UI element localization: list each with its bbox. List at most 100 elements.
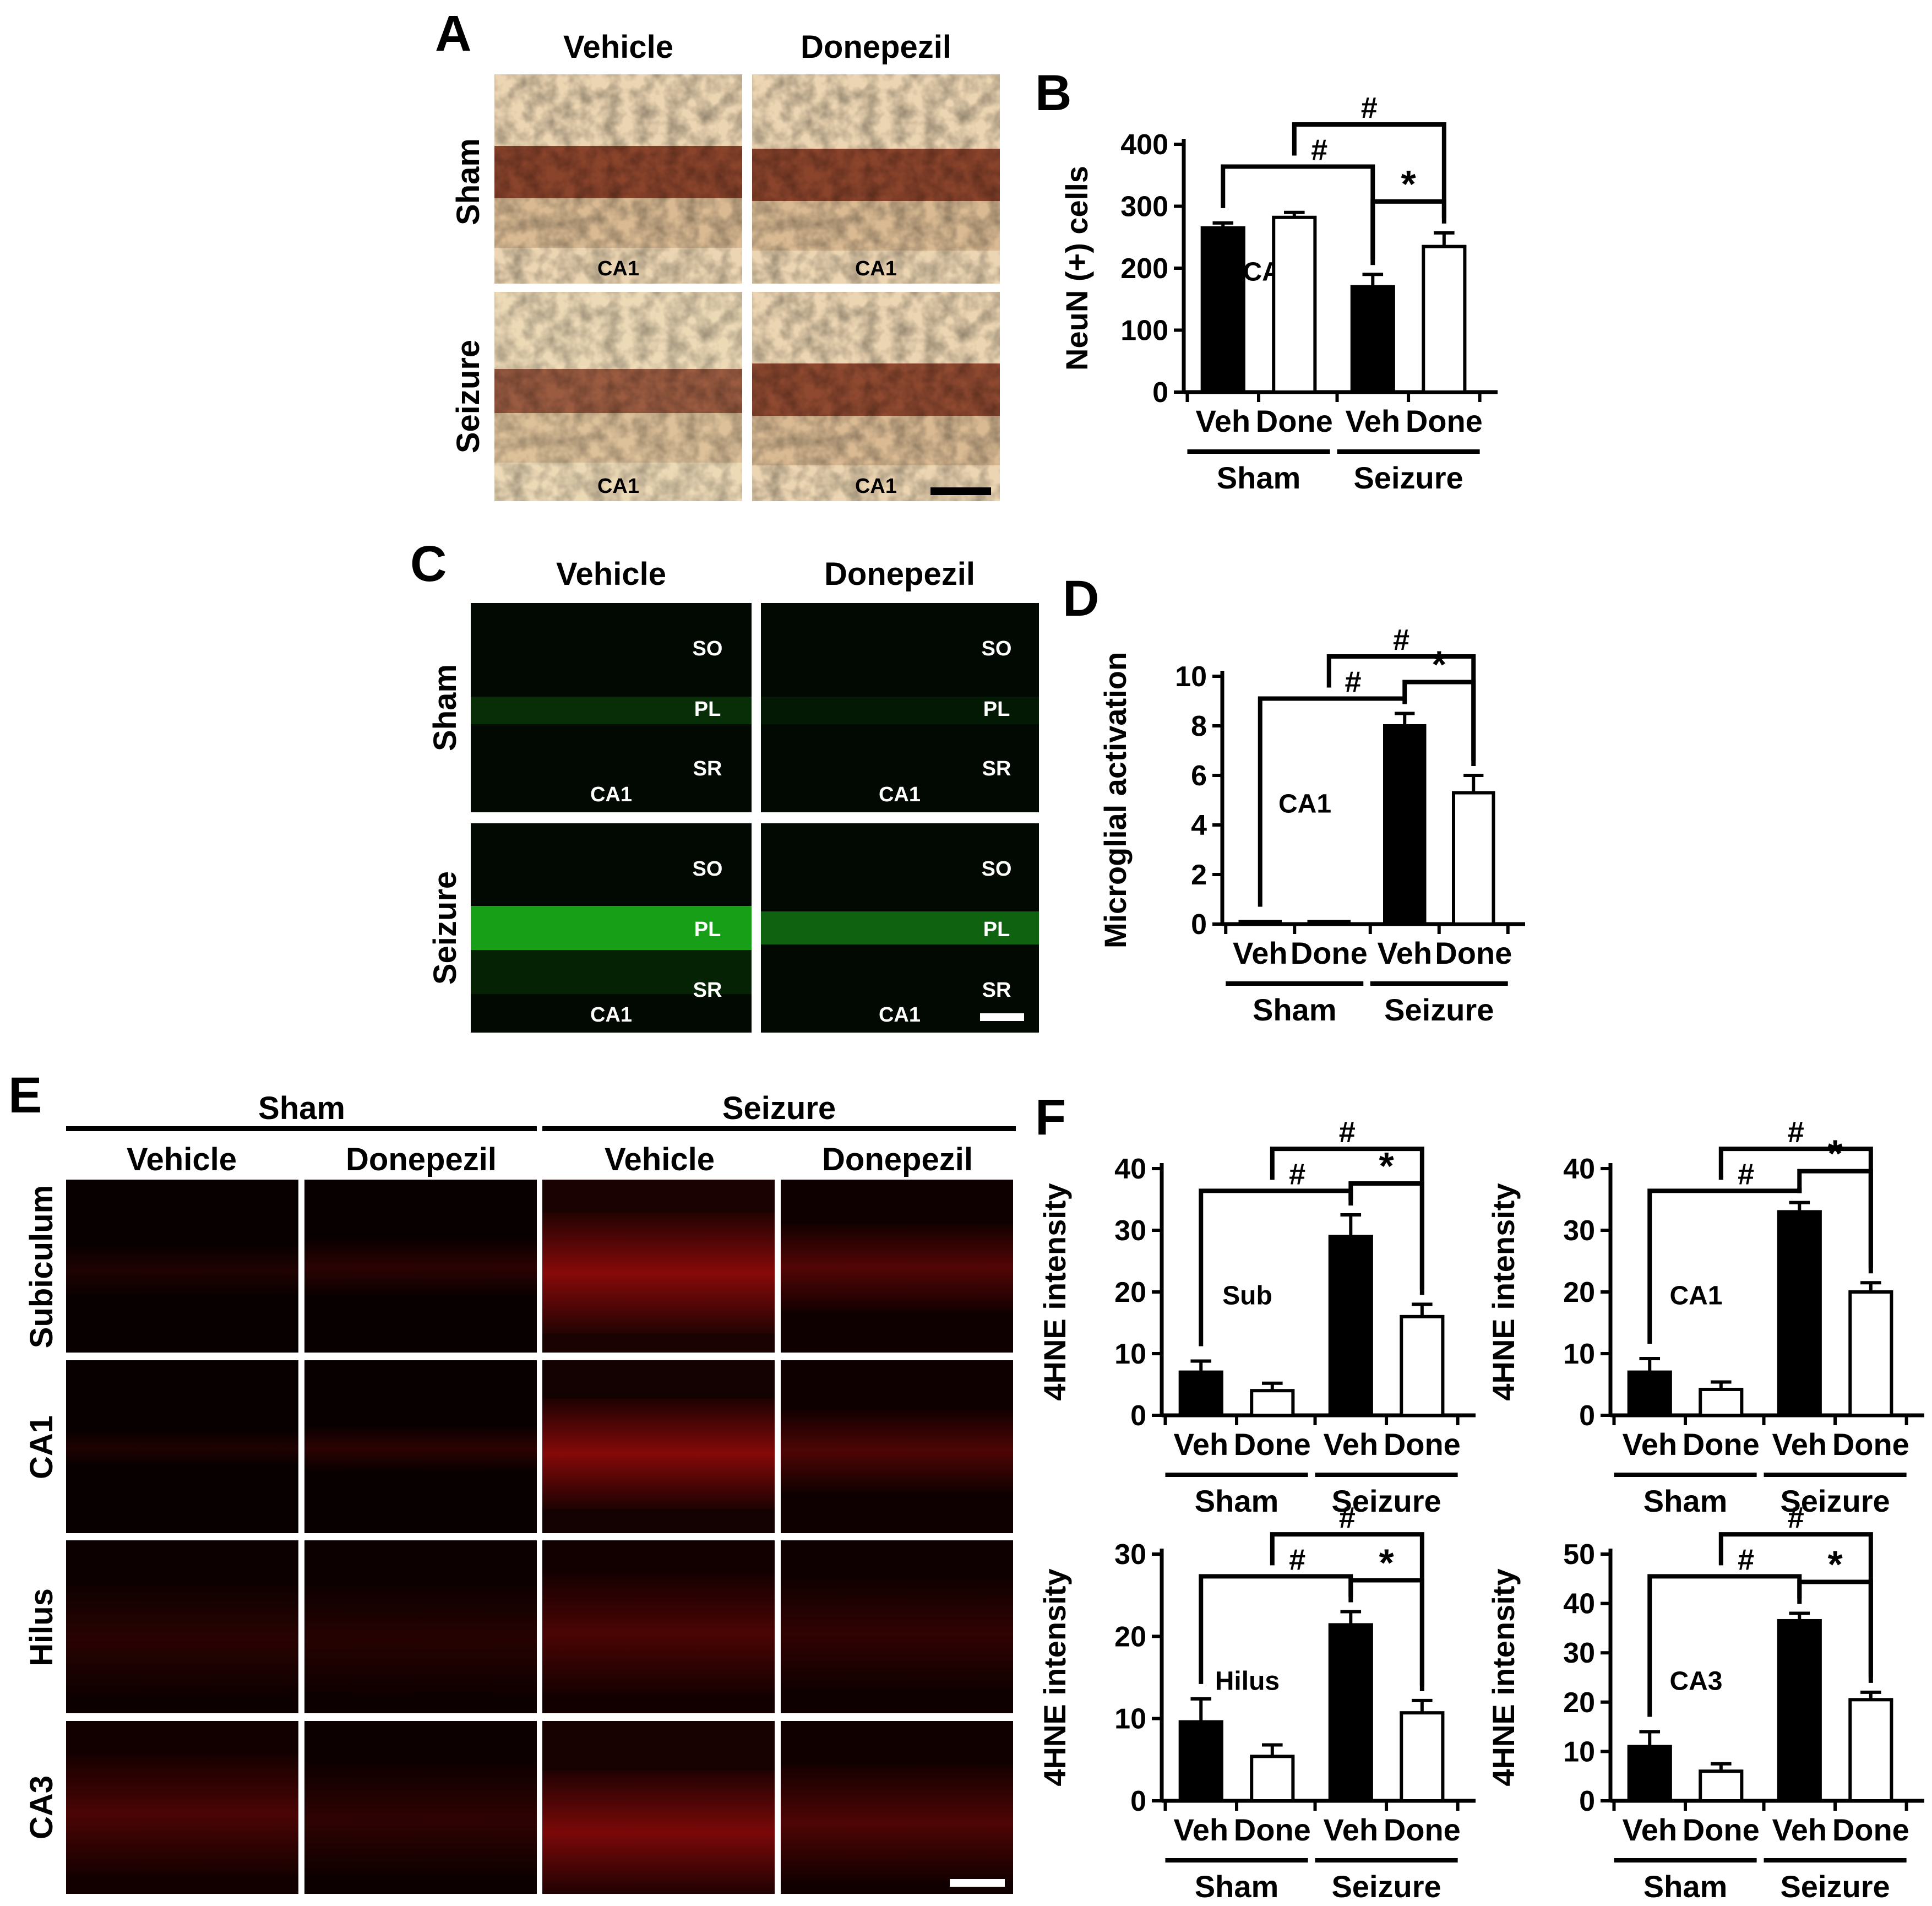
scale-bar [950, 1879, 1005, 1887]
x-tick-label: Veh [1173, 1812, 1228, 1847]
hne-image-subiculum-sham-donepezil [304, 1180, 537, 1353]
hne-image-hilus-seizure-donepezil [781, 1540, 1013, 1713]
bar [1328, 1623, 1373, 1803]
x-tick-label: Veh [1622, 1812, 1677, 1847]
region-label: CA3 [1669, 1666, 1722, 1696]
significance-mark: # [1345, 666, 1361, 699]
y-axis-label: 4HNE intensity [1037, 1568, 1072, 1786]
y-tick-label: 10 [1175, 661, 1207, 693]
hne-image-ca3-seizure-vehicle [542, 1721, 775, 1894]
significance-bracket [1647, 1187, 1802, 1344]
y-tick-label: 20 [1114, 1621, 1146, 1653]
y-axis-label: 4HNE intensity [1486, 1183, 1521, 1400]
x-tick-label: Veh [1233, 936, 1288, 970]
bar [1400, 1315, 1445, 1418]
region-label: CA1 [597, 475, 639, 498]
hne-image-subiculum-sham-vehicle [66, 1180, 298, 1353]
y-tick-label: 0 [1191, 909, 1207, 941]
hne-image-hilus-seizure-vehicle [542, 1540, 775, 1713]
significance-mark: * [1379, 1541, 1394, 1584]
y-tick-label: 10 [1563, 1736, 1595, 1768]
y-tick-label: 20 [1563, 1277, 1595, 1308]
y-tick-label: 10 [1114, 1338, 1146, 1370]
significance-mark: # [1289, 1158, 1305, 1191]
region-label: CA1 [590, 1003, 632, 1027]
y-tick-label: 0 [1130, 1400, 1146, 1432]
significance-bracket [1370, 199, 1446, 265]
y-tick-label: 200 [1120, 253, 1168, 285]
y-tick-label: 30 [1114, 1215, 1146, 1247]
significance-bracket [1797, 1579, 1873, 1683]
x-tick-label: Veh [1772, 1812, 1827, 1847]
y-tick-label: 0 [1130, 1785, 1146, 1817]
panel-e-micrographs: Sham Seizure Vehicle Donepezil Vehicle D… [24, 1090, 1016, 1894]
y-tick-label: 10 [1114, 1703, 1146, 1735]
bar [1400, 1711, 1445, 1803]
x-tick-label: Done [1435, 936, 1512, 970]
group-label: Seizure [1331, 1869, 1441, 1904]
x-tick-label: Veh [1323, 1427, 1378, 1462]
group-label: Sham [1195, 1484, 1279, 1518]
group-label: Sham [1217, 460, 1301, 495]
bar [1272, 215, 1317, 394]
y-tick-label: 0 [1579, 1400, 1595, 1432]
group-label: Sham [1253, 992, 1337, 1027]
bar [1777, 1619, 1822, 1802]
significance-mark: # [1311, 134, 1327, 167]
region-label: CA1 [597, 257, 639, 280]
region-label: CA1 [879, 1003, 921, 1027]
group-label-seizure: Seizure [722, 1090, 836, 1126]
y-tick-label: 40 [1114, 1153, 1146, 1185]
significance-bracket [1199, 1188, 1353, 1346]
x-tick-label: Veh [1622, 1427, 1677, 1462]
iba1-image-seizure-vehicle [471, 823, 752, 1033]
group-label-sham: Sham [258, 1090, 345, 1126]
row-label-sham: Sham [427, 664, 463, 751]
layer-label-so: SO [982, 637, 1012, 660]
significance-mark: # [1393, 623, 1409, 656]
region-label: Hilus [1215, 1666, 1280, 1696]
hne-image-ca1-seizure-vehicle [542, 1360, 775, 1533]
x-tick-label: Done [1384, 1427, 1461, 1462]
row-label-sham: Sham [450, 138, 486, 225]
bar [1250, 1755, 1295, 1803]
x-tick-label: Done [1256, 404, 1333, 438]
group-label: Seizure [1384, 992, 1494, 1027]
significance-mark: * [1379, 1144, 1394, 1187]
x-tick-label: Done [1406, 404, 1483, 438]
column-label-vehicle: Vehicle [556, 556, 666, 592]
y-tick-label: 20 [1563, 1687, 1595, 1719]
layer-label-so: SO [693, 637, 723, 660]
y-axis-label: 4HNE intensity [1037, 1183, 1072, 1400]
significance-bracket [1797, 1169, 1873, 1274]
group-underline-sham [66, 1126, 537, 1131]
x-tick-label: Done [1384, 1812, 1461, 1847]
x-tick-label: Veh [1323, 1812, 1378, 1847]
y-axis-label: 4HNE intensity [1486, 1568, 1521, 1786]
y-tick-label: 10 [1563, 1338, 1595, 1370]
y-tick-label: 100 [1120, 315, 1168, 347]
significance-mark: # [1339, 1501, 1356, 1534]
region-label: CA1 [855, 257, 897, 280]
region-label: CA1 [879, 783, 921, 806]
layer-label-sr: SR [693, 757, 722, 780]
hne-image-ca3-seizure-donepezil [781, 1721, 1013, 1894]
significance-mark: * [1401, 162, 1416, 205]
row-label-ca3: CA3 [24, 1775, 59, 1839]
region-label: CA1 [1669, 1281, 1722, 1310]
x-tick-label: Done [1683, 1812, 1760, 1847]
hne-image-ca1-seizure-donepezil [781, 1360, 1013, 1533]
panel-label-a: A [435, 6, 471, 62]
panel-label-e: E [8, 1067, 42, 1123]
hne-image-ca3-sham-vehicle [66, 1721, 298, 1894]
significance-mark: # [1788, 1116, 1804, 1149]
layer-label-pl: PL [694, 698, 721, 721]
row-label-subiculum: Subiculum [24, 1185, 59, 1348]
iba1-image-sham-vehicle [471, 603, 752, 812]
significance-mark: # [1361, 91, 1378, 124]
